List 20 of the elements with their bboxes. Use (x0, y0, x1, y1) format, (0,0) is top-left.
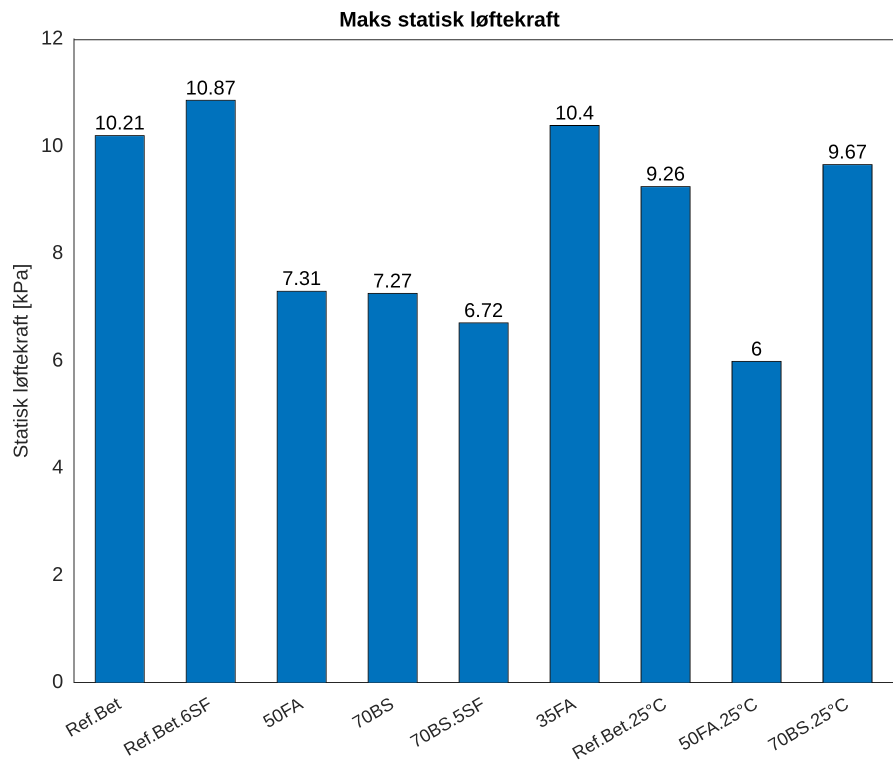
data-label: 9.26 (646, 164, 686, 186)
y-tick-label: 0 (52, 671, 64, 694)
data-label: 7.27 (373, 270, 412, 292)
data-label: 10.21 (94, 112, 145, 135)
x-tick-label: 70BS (348, 693, 398, 733)
y-tick-label: 6 (52, 349, 64, 372)
chart-title: Maks statisk løftekraft (339, 8, 560, 32)
y-axis-title: Statisk løftekraft [kPa] (10, 264, 33, 458)
data-label: 10.4 (555, 102, 594, 125)
x-tick-label: 50FA (260, 693, 306, 732)
data-label: 9.67 (828, 142, 867, 164)
y-tick-label: 8 (52, 242, 64, 264)
data-label: 6.72 (464, 300, 504, 322)
y-tick-label: 2 (52, 564, 64, 586)
y-tick-label: 10 (40, 134, 64, 157)
y-tick-label: 12 (40, 28, 64, 50)
data-label: 10.87 (186, 77, 236, 100)
y-tick-label: 4 (52, 456, 64, 479)
data-label: 7.31 (282, 268, 322, 290)
data-label: 6 (750, 338, 762, 360)
